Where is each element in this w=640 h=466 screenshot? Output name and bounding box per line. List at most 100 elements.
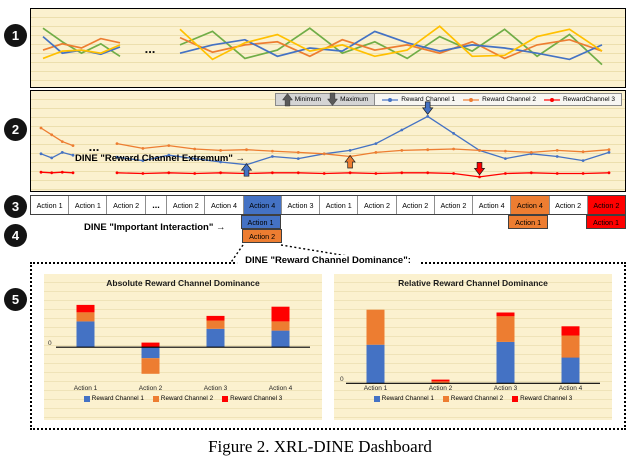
legend-item-channel-2: Reward Channel 2 — [462, 96, 536, 104]
maximum-arrow-icon — [421, 101, 434, 115]
legend-item: Reward Channel 1 — [83, 395, 144, 402]
spacer-cell — [511, 229, 549, 243]
legend-item: Reward Channel 2 — [442, 395, 504, 402]
spacer-cell — [106, 229, 144, 243]
legend-swatch — [152, 395, 159, 402]
step-badge-3: 3 — [4, 195, 27, 218]
spacer-cell — [435, 229, 473, 243]
important-interaction-cell: Action 1 — [586, 215, 626, 229]
spacer-cell — [68, 215, 106, 229]
action-cell: Action 2 — [167, 196, 206, 214]
maximum-arrow-icon — [473, 162, 486, 176]
legend-swatch — [512, 395, 519, 402]
down-arrow-icon — [327, 92, 339, 106]
spacer-cell — [30, 215, 68, 229]
spacer-cell — [165, 215, 203, 229]
legend-swatch — [373, 395, 380, 402]
bar-segment — [141, 342, 160, 348]
action-cell: Action 2 — [549, 196, 588, 214]
spacer-cell — [470, 215, 508, 229]
important-interaction-cell: Action 1 — [508, 215, 549, 229]
chart-legend: Minimum Maximum Reward Channel 1 Reward … — [274, 92, 622, 107]
bar-segment — [141, 358, 160, 374]
bar-segment — [496, 341, 515, 384]
step-badge-5: 5 — [4, 288, 27, 311]
legend-label: Reward Channel 3 — [520, 395, 573, 402]
bar-segment — [431, 381, 450, 384]
action-cell-highlighted: Action 4 — [243, 196, 282, 214]
action-cell: Action 3 — [281, 196, 321, 214]
line-marker-icon — [463, 97, 480, 102]
bar-chart-legend: Reward Channel 1 Reward Channel 2 Reward C… — [44, 395, 322, 402]
spacer-cell — [106, 215, 144, 229]
step-badge-2: 2 — [4, 118, 27, 141]
bar-segment — [496, 312, 515, 317]
spacer-cell — [359, 229, 397, 243]
ellipsis: ... — [88, 139, 100, 154]
legend-label: Reward Channel 1 — [401, 96, 456, 103]
minmax-legend: Minimum Maximum — [274, 92, 376, 107]
bar-segment — [76, 321, 95, 348]
reward-channels-main-chart — [115, 101, 611, 179]
category-label: Action 1 — [73, 385, 98, 392]
spacer-cell — [30, 229, 68, 243]
relative-dominance-chart: Relative Reward Channel Dominance Action… — [334, 274, 612, 420]
legend-label: Reward Channel 2 — [450, 395, 504, 402]
panel-episode-overview: ... — [30, 8, 626, 88]
episode-overview-left-chart — [42, 27, 121, 60]
category-label: Action 2 — [138, 385, 163, 392]
spacer-cell — [588, 229, 626, 243]
legend-label: Reward Channel 1 — [91, 395, 144, 402]
spacer-cell — [204, 229, 242, 243]
panel-reward-channels: Minimum Maximum Reward Channel 1 Reward … — [30, 90, 626, 192]
legend-label: Reward Channel 1 — [381, 395, 434, 402]
spacer-cell — [166, 229, 204, 243]
spacer-cell — [356, 215, 394, 229]
legend-item: Reward Channel 1 — [373, 395, 434, 402]
spacer-cell — [394, 215, 432, 229]
bar-segment — [206, 315, 225, 321]
bar-segment — [206, 320, 225, 329]
episode-overview-right-chart — [179, 25, 603, 66]
category-label: Action 3 — [493, 385, 518, 392]
extremum-annotation: DINE "Reward Channel Extremum" → — [75, 153, 246, 164]
bar-segment — [76, 304, 95, 313]
step-badge-4: 4 — [4, 224, 27, 247]
category-axis: Action 1 Action 2 Action 3 Action 4 — [53, 385, 313, 392]
bar-segment — [431, 379, 450, 382]
bar-segment — [496, 316, 515, 342]
bar-segment — [561, 357, 580, 384]
category-label: Action 3 — [203, 385, 228, 392]
spacer-cell — [68, 229, 106, 243]
action-cell: Action 4 — [473, 196, 512, 214]
spacer-cell — [144, 215, 165, 229]
axis-zero-label: 0 — [48, 340, 52, 347]
legend-label: Maximum — [340, 96, 369, 103]
spacer-cell — [550, 229, 588, 243]
bar-segment — [206, 328, 225, 348]
legend-item-maximum: Maximum — [327, 92, 369, 106]
chart-title: Relative Reward Channel Dominance — [398, 278, 548, 288]
category-label: Action 4 — [268, 385, 293, 392]
line-marker-icon — [382, 97, 399, 102]
series-legend: Reward Channel 1 Reward Channel 2 Reward… — [375, 93, 622, 106]
legend-label: Minimum — [294, 96, 322, 103]
figure-caption: Figure 2. XRL-DINE Dashboard — [208, 437, 432, 456]
dominance-title: DINE "Reward Channel Dominance": — [237, 255, 419, 266]
action-cell: Action 2 — [358, 196, 397, 214]
legend-item: Reward Channel 2 — [152, 395, 214, 402]
absolute-dominance-bars — [56, 304, 310, 374]
reward-channels-intro-chart — [39, 126, 75, 175]
minimum-arrow-icon — [344, 154, 356, 169]
spacer-cell — [320, 229, 358, 243]
bar-chart-legend: Reward Channel 1 Reward Channel 2 Reward C… — [334, 395, 612, 402]
relative-dominance-bars — [346, 309, 600, 384]
spacer-cell — [282, 229, 320, 243]
legend-label: Reward Channel 2 — [160, 395, 214, 402]
action-cell: Action 1 — [69, 196, 108, 214]
category-label: Action 1 — [363, 385, 388, 392]
important-interaction-row-1: Action 1 Action 1 Action 1 — [30, 215, 626, 229]
panel-reward-channel-dominance: DINE "Reward Channel Dominance": Absolut… — [30, 255, 626, 430]
minimum-arrow-icon — [240, 163, 253, 177]
